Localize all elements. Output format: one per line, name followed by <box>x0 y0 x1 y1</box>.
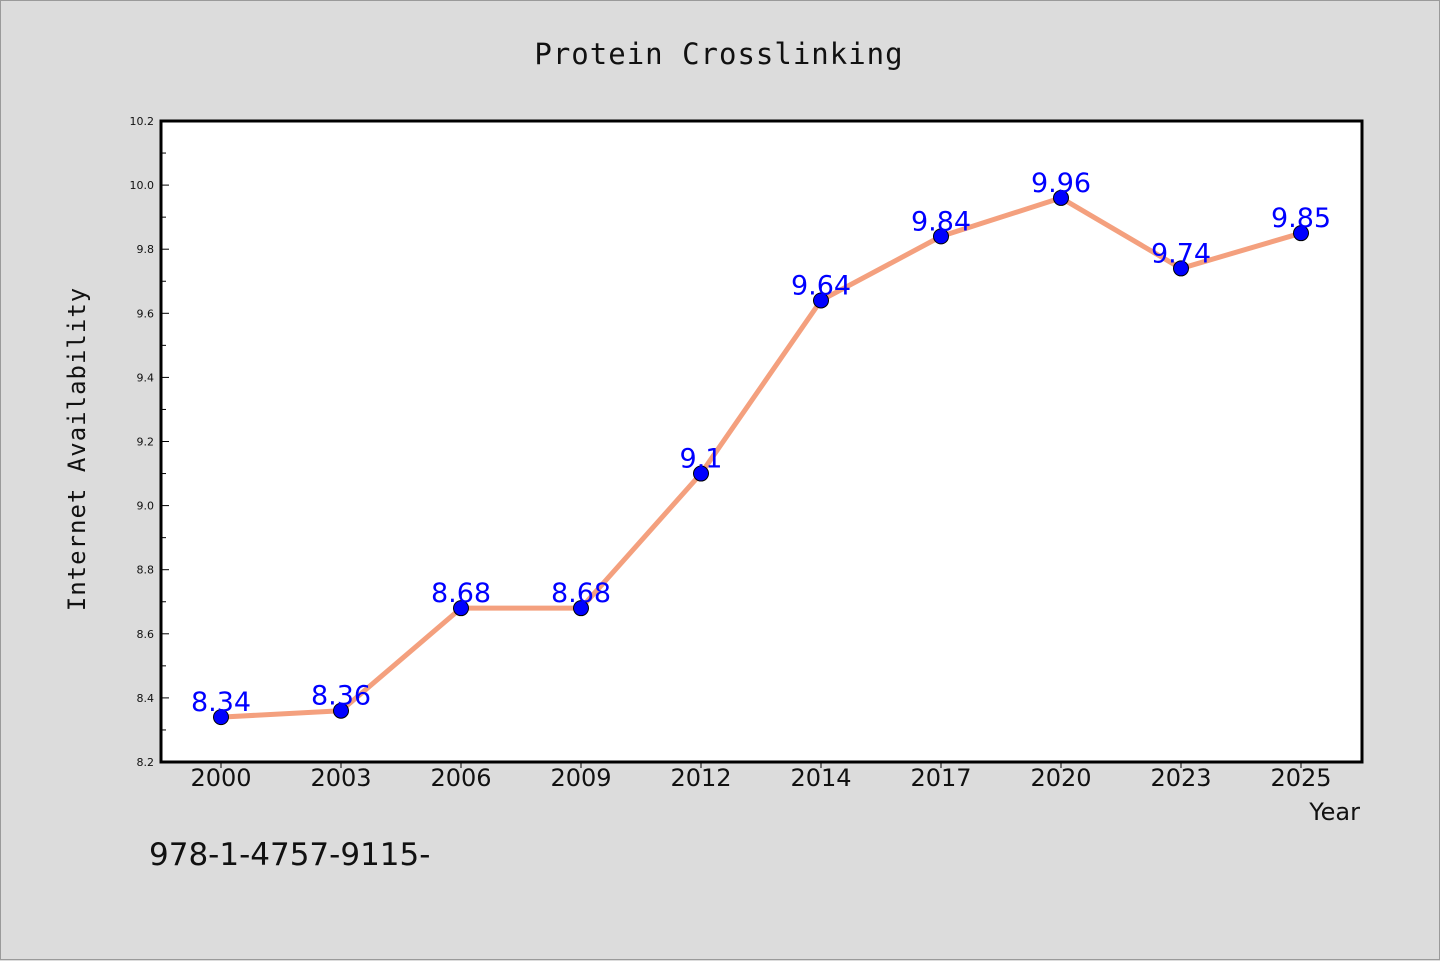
data-point <box>1053 189 1069 206</box>
data-point <box>813 292 829 309</box>
x-tick-label: 2023 <box>1150 764 1211 792</box>
x-tick-label: 2003 <box>310 764 371 792</box>
data-point <box>1173 260 1189 277</box>
x-tick-label: 2000 <box>190 764 251 792</box>
footnote: 978-1-4757-9115- <box>149 837 430 873</box>
data-label: 9.85 <box>1271 203 1331 234</box>
x-axis-label: Year <box>1308 798 1360 826</box>
y-tick-label: 10.0 <box>130 179 155 192</box>
data-label: 9.84 <box>911 206 971 237</box>
data-label: 9.1 <box>680 444 723 475</box>
x-tick-label: 2017 <box>910 764 971 792</box>
data-label: 8.36 <box>311 681 371 712</box>
y-tick-label: 8.2 <box>137 756 155 769</box>
y-tick-label: 9.4 <box>137 371 155 384</box>
data-label: 9.96 <box>1031 168 1091 199</box>
y-tick-label: 8.8 <box>137 564 155 577</box>
data-point <box>573 600 589 617</box>
data-point <box>1293 225 1309 242</box>
x-tick-label: 2025 <box>1270 764 1331 792</box>
data-point <box>333 702 349 719</box>
y-tick-label: 9.6 <box>137 307 155 320</box>
data-label: 9.64 <box>791 270 851 301</box>
series-line <box>218 195 1304 720</box>
chart-title: Protein Crosslinking <box>534 37 903 71</box>
y-tick-label: 9.2 <box>137 436 155 449</box>
series-group: 8.34 8.36 8.68 8.68 9.1 9.64 9.84 9.96 9.74 9.85 <box>191 168 1331 726</box>
data-point <box>213 709 229 726</box>
x-tick-label: 2014 <box>790 764 851 792</box>
x-tick-label: 2006 <box>430 764 491 792</box>
plot-area <box>159 119 1364 764</box>
x-axis: 2000 2003 2006 2009 2012 2014 2017 2020 2023 2025 <box>190 762 1332 792</box>
y-tick-label: 8.4 <box>137 692 155 705</box>
y-tick-label: 9.0 <box>137 500 155 513</box>
data-label: 8.68 <box>431 578 491 609</box>
y-tick-label: 9.8 <box>137 243 155 256</box>
y-tick-label: 8.6 <box>137 628 155 641</box>
x-tick-label: 2012 <box>670 764 731 792</box>
y-axis-label: Internet Availability <box>63 287 91 611</box>
data-label: 8.68 <box>551 578 611 609</box>
data-point <box>693 465 709 482</box>
data-point <box>933 228 949 245</box>
data-label: 9.74 <box>1151 238 1211 269</box>
y-axis: 8.2 8.4 8.6 8.8 9.0 9.2 9.4 9.6 9.8 10.0 10.2 <box>130 115 169 769</box>
data-label: 8.34 <box>191 687 251 718</box>
x-tick-label: 2020 <box>1030 764 1091 792</box>
y-tick-label: 10.2 <box>130 115 155 128</box>
data-point <box>453 600 469 617</box>
x-tick-label: 2009 <box>550 764 611 792</box>
